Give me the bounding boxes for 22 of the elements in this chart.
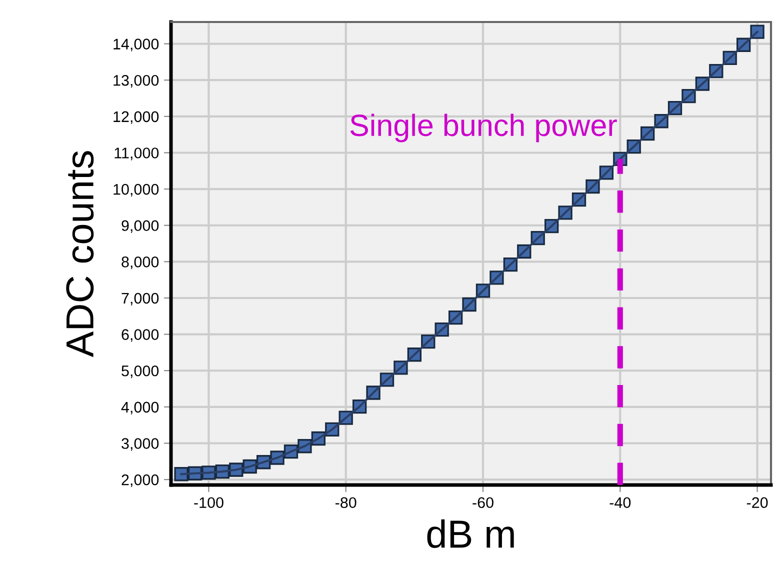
- y-tick-label: 10,000: [114, 184, 159, 197]
- y-tick-label: 5,000: [122, 365, 159, 378]
- x-axis-title: dB m: [427, 519, 514, 548]
- y-tick-label: 14,000: [114, 38, 159, 52]
- x-tick-label: -80: [335, 497, 356, 508]
- y-tick-label: 11,000: [114, 148, 159, 160]
- x-tick-label: -100: [194, 497, 224, 508]
- x-tick-label: -60: [472, 497, 494, 508]
- y-tick-label: 13,000: [114, 74, 159, 88]
- y-tick-label: 4,000: [121, 402, 159, 414]
- x-tick-label: -40: [610, 497, 631, 508]
- annotation: Single bunch power: [350, 114, 617, 142]
- y-tick-label: 8,000: [122, 256, 159, 270]
- y-tick-label: 6,000: [122, 329, 159, 342]
- y-tick-label: 2,000: [122, 474, 159, 488]
- y-tick-label: 9,000: [122, 220, 159, 233]
- y-tick-label: 12,000: [114, 111, 159, 124]
- x-tick-label: -20: [746, 497, 768, 508]
- point: [174, 467, 188, 482]
- y-tick-label: 3,000: [122, 438, 159, 451]
- y-axis-title: ADC counts: [66, 151, 94, 358]
- y-tick-label: 7,000: [122, 292, 159, 306]
